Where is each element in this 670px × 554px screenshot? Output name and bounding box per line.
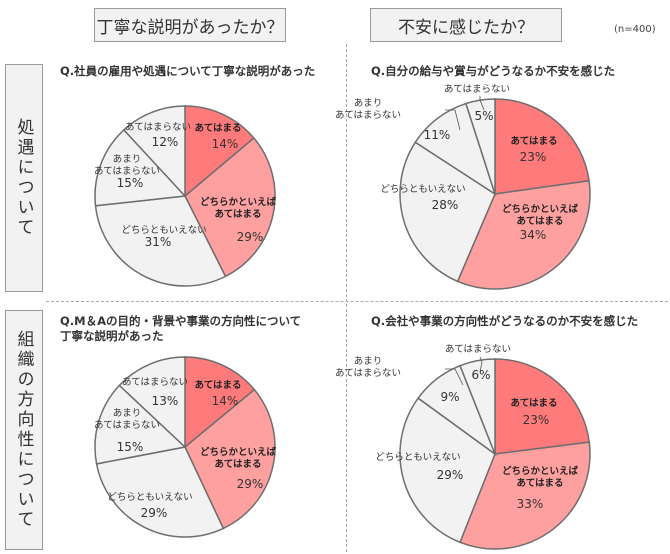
slice-label-somewhat-apply: どちらかといえばあてはまる (200, 196, 277, 220)
column-header-anxiety: 不安に感じたか？ (370, 8, 562, 42)
row-header-treatment: 処遇について (5, 64, 43, 292)
slice-value-not-really-apply: 15% (117, 176, 144, 190)
column-header-anxiety-text: 不安に感じたか？ (398, 17, 534, 38)
slice-label-somewhat-apply: どちらかといえばあてはまる (502, 465, 579, 489)
slice-value-neutral: 29% (437, 468, 464, 482)
pie-slice-somewhat-apply (456, 179, 591, 290)
slice-value-apply: 23% (520, 150, 547, 164)
slice-label-not-apply: あてはまらない (122, 377, 188, 388)
row-header-treatment-text: 処遇について (13, 118, 34, 238)
slice-label-not-really-apply: あまりあてはまらない (335, 98, 401, 121)
slice-label-not-apply: あてはまらない (445, 344, 511, 355)
slice-value-apply: 14% (212, 137, 239, 151)
pie-slice-not-apply (122, 105, 186, 198)
slice-value-not-really-apply: 11% (424, 128, 451, 142)
pie-slice-somewhat-apply (459, 441, 591, 550)
pie-slice-neutral (399, 141, 496, 283)
slice-value-not-apply: 13% (152, 394, 179, 408)
slice-label-not-really-apply: あまりあてはまらない (94, 154, 160, 177)
pie-slice-not-really-apply (94, 384, 187, 465)
slice-value-not-apply: 12% (152, 135, 179, 149)
pie-slice-not-apply (118, 356, 186, 449)
slice-value-not-apply: 6% (471, 368, 490, 382)
row-header-direction: 組織の方向性について (5, 310, 43, 550)
slice-label-apply: あてはまる (194, 122, 241, 134)
slice-label-apply: あてはまる (510, 397, 557, 409)
slice-label-apply: あてはまる (510, 135, 557, 147)
slice-label-neutral: どちらともいえない (121, 225, 206, 236)
slice-value-somewhat-apply: 29% (237, 230, 264, 244)
slice-value-not-apply: 5% (474, 109, 493, 123)
pie-slice-apply (184, 105, 255, 198)
slice-label-neutral: どちらともいえない (107, 492, 192, 503)
question-title-3: Q.M＆Aの目的・背景や事業の方向性について 丁寧な説明があった (60, 314, 302, 343)
slice-value-somewhat-apply: 29% (237, 477, 264, 491)
question-title-4: Q.会社や事業の方向性がどうなるのか不安を感じた (371, 314, 639, 328)
pie-slice-neutral (94, 195, 227, 287)
vertical-divider (346, 44, 347, 552)
column-header-explanation-text: 丁寧な説明があったか？ (96, 17, 284, 38)
slice-value-apply: 14% (212, 394, 239, 408)
sample-size-note: (n=400) (614, 24, 656, 35)
slice-label-not-apply: あてはまらない (444, 84, 510, 95)
pie-slice-neutral (95, 446, 225, 538)
pie-slice-somewhat-apply (184, 136, 276, 278)
leader-line (445, 368, 464, 386)
pie-slice-not-really-apply (94, 128, 187, 207)
slice-value-neutral: 28% (432, 198, 459, 212)
horizontal-divider (46, 301, 668, 302)
question-title-2: Q.自分の給与や賞与がどうなるか不安を感じた (371, 64, 616, 78)
slice-label-apply: あてはまる (194, 379, 241, 391)
slice-label-somewhat-apply: どちらかといえばあてはまる (200, 446, 277, 470)
leader-line (445, 109, 461, 131)
slice-value-neutral: 29% (141, 506, 168, 520)
slice-label-neutral: どちらともいえない (375, 452, 460, 463)
slice-value-somewhat-apply: 34% (520, 228, 547, 242)
slice-value-not-really-apply: 15% (117, 440, 144, 454)
slice-label-somewhat-apply: どちらかといえばあてはまる (502, 203, 579, 227)
pie-slice-apply (494, 358, 591, 455)
leader-line (479, 96, 485, 111)
slice-label-not-really-apply: あまりあてはまらない (335, 356, 401, 379)
pie-slice-apply (494, 98, 590, 195)
leader-line (479, 356, 483, 373)
slice-value-somewhat-apply: 33% (517, 497, 544, 511)
pie-slice-apply (184, 356, 256, 449)
pie-slice-neutral (399, 397, 496, 544)
slice-label-neutral: どちらともいえない (380, 184, 465, 195)
pie-slice-not-really-apply (414, 102, 497, 196)
pie-slice-not-apply (459, 358, 496, 455)
row-header-direction-text: 組織の方向性について (13, 330, 34, 530)
column-header-explanation: 丁寧な説明があったか？ (94, 8, 286, 42)
question-title-1: Q.社員の雇用や処遇について丁寧な説明があった (60, 64, 316, 78)
slice-value-neutral: 31% (145, 235, 172, 249)
slice-label-not-apply: あてはまらない (125, 122, 191, 133)
slice-value-not-really-apply: 9% (440, 390, 459, 404)
slice-label-not-really-apply: あまりあてはまらない (94, 408, 160, 431)
slice-value-apply: 23% (523, 413, 550, 427)
